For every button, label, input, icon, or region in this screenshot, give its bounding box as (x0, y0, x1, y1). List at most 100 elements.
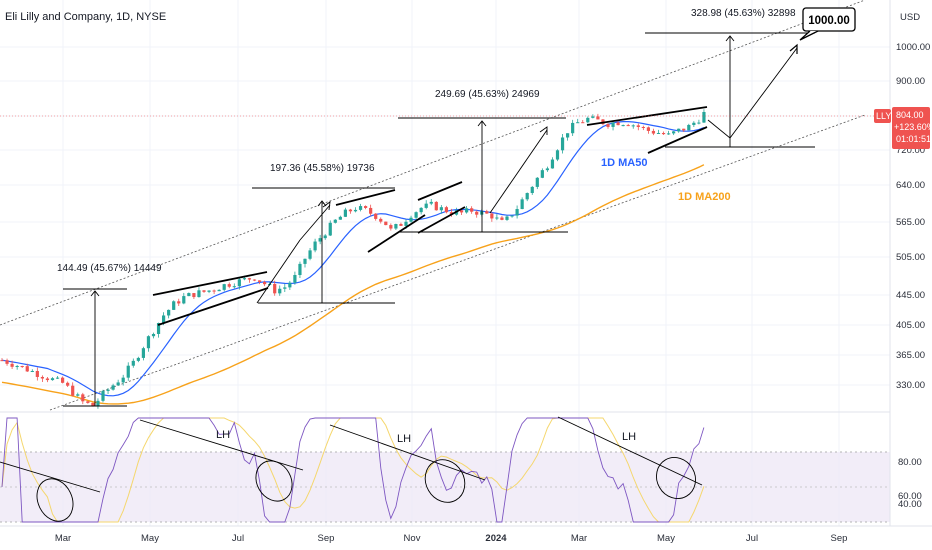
candle (550, 157, 555, 169)
price-tick: 720.00 (896, 145, 925, 156)
candle (212, 289, 216, 295)
pattern-lines (152, 106, 708, 326)
candle (384, 221, 388, 226)
candle (30, 369, 34, 373)
candle (530, 186, 534, 195)
candle (616, 121, 620, 126)
candle (636, 123, 640, 131)
candle (202, 290, 206, 293)
candle (651, 128, 656, 136)
price-tick: 900.00 (896, 76, 925, 87)
wedge-2-lower (367, 214, 426, 253)
candle (500, 215, 504, 221)
candle (646, 126, 650, 134)
candle (419, 207, 423, 215)
price-tick: 565.00 (896, 217, 925, 228)
candle (611, 120, 615, 131)
price-tick: 365.00 (896, 350, 925, 361)
measure-arrowhead-3 (477, 120, 487, 127)
candle (172, 300, 176, 310)
candle (86, 400, 90, 404)
candle (374, 213, 378, 221)
candle (338, 215, 342, 220)
wedge-3-upper (417, 181, 463, 201)
rsi-circle-2 (255, 460, 293, 502)
candle (525, 192, 529, 202)
rsi-trend-1 (0, 461, 101, 493)
candle (571, 119, 575, 136)
candle (20, 365, 24, 368)
wedge-4-upper (586, 106, 708, 126)
candle (197, 287, 201, 298)
measure-label-1: 144.49 (45.67%) 14449 (57, 263, 162, 274)
measure-arrowhead-1 (90, 290, 100, 297)
measure-label-2: 197.36 (45.58%) 19736 (270, 163, 375, 174)
candle (15, 364, 19, 370)
candle (131, 358, 135, 368)
candle (101, 389, 105, 403)
candle (257, 280, 262, 285)
candle (515, 205, 519, 219)
time-tick: Jul (232, 533, 244, 544)
candle (35, 367, 39, 381)
candle (677, 128, 681, 133)
candle (207, 290, 211, 294)
candle (449, 208, 454, 217)
candle (45, 376, 50, 383)
candle (682, 128, 686, 132)
candle (76, 392, 80, 397)
channel-lower (49, 114, 866, 411)
candles (0, 109, 706, 409)
svg-text:01:01:51: 01:01:51 (896, 134, 931, 144)
rsi-lh-label-2: LH (397, 433, 411, 445)
candle (470, 206, 474, 214)
candle (111, 383, 115, 391)
candle (697, 119, 701, 125)
price-axis[interactable] (890, 0, 932, 550)
candle (576, 118, 580, 124)
rally-arrowhead-1 (322, 201, 331, 211)
currency-label: USD (900, 12, 920, 23)
measure-arrowhead-2 (317, 200, 327, 207)
projection-arrowhead (789, 43, 798, 54)
wedge-1-upper (152, 271, 268, 296)
candle (81, 392, 85, 405)
candle (40, 375, 44, 383)
candle (465, 206, 469, 214)
time-axis[interactable]: Mar May Jul Sep Nov 2024 Mar May Jul Sep (55, 533, 848, 544)
time-tick: May (657, 533, 675, 544)
candle (303, 258, 307, 268)
candle (288, 280, 292, 290)
candle (237, 278, 241, 290)
candle (510, 215, 514, 218)
candle (353, 207, 358, 213)
price-tick: 640.00 (896, 180, 925, 191)
measure-label-3: 249.69 (45.63%) 24969 (435, 89, 540, 100)
candle (520, 197, 524, 210)
candle (71, 382, 75, 397)
measure-arrowhead-4 (725, 35, 735, 42)
candle (641, 125, 645, 131)
ma200-line (1, 164, 705, 405)
candle (626, 123, 630, 127)
candle (106, 388, 110, 395)
rsi-trend-4 (557, 416, 703, 486)
candle (692, 121, 696, 127)
rsi-trend-3 (329, 424, 486, 481)
rsi-circle-4 (656, 457, 696, 499)
candle (379, 217, 383, 224)
symbol-tag: LLY (874, 109, 891, 123)
drawings (63, 32, 815, 407)
wedge-2-upper (335, 189, 396, 206)
rsi-lh-label-3: LH (622, 431, 636, 443)
candle (298, 261, 302, 279)
candle (187, 292, 191, 297)
svg-text:+123.60%: +123.60% (894, 122, 932, 132)
candle (232, 283, 236, 289)
candle (151, 332, 156, 339)
candle (222, 283, 226, 292)
candle (283, 283, 287, 293)
candle (475, 210, 479, 218)
rsi-tick: 80.00 (898, 457, 922, 468)
candle (490, 212, 494, 222)
